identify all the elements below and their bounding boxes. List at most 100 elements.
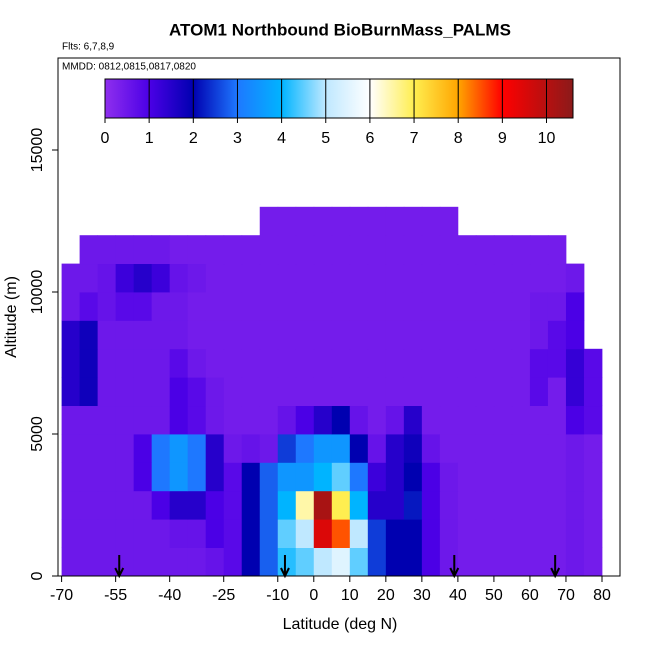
heat-cell [403,434,423,463]
heat-cell [151,519,171,549]
heat-cell [223,405,243,435]
heat-cell [421,434,441,463]
heat-cell [187,547,207,577]
heat-cell [529,462,549,492]
heat-cell [493,519,513,549]
heat-cell [61,320,81,350]
heat-cell [403,547,423,577]
heat-cell [223,377,243,407]
heat-cell [97,405,117,435]
heat-cell [205,490,225,520]
heat-cell [169,405,189,435]
heat-cell [565,320,585,350]
heat-cell [547,348,567,378]
heat-cell [331,292,351,321]
heat-cell [493,377,513,407]
heat-cell [115,462,135,492]
heat-cell [79,292,99,321]
heat-cell [349,263,369,293]
heat-cell [223,490,243,520]
x-tick-label: 20 [377,587,395,604]
heat-cell [493,547,513,577]
heat-cell [79,377,99,407]
heat-cell [277,405,297,435]
heat-cell [187,292,207,321]
colorbar-tick-label: 9 [498,130,507,147]
heat-cell [79,320,99,350]
heat-cell [277,292,297,321]
heat-cell [367,490,387,520]
colorbar-tick-label: 3 [233,130,242,147]
heat-cell [385,434,405,463]
heat-cell [97,292,117,321]
heat-cell [205,348,225,378]
heat-cell [295,519,315,549]
heat-cell [475,235,495,265]
heat-cell [259,405,279,435]
heat-cell [295,405,315,435]
heat-cell [421,263,441,293]
heat-cell [565,377,585,407]
heat-cell [583,490,603,520]
heat-cell [97,320,117,350]
heat-cell [241,405,261,435]
heat-cell [313,405,333,435]
heat-cell [277,490,297,520]
heat-cell [547,292,567,321]
heat-cell [295,348,315,378]
heat-cell [349,462,369,492]
heat-cell [421,405,441,435]
heat-cell [385,547,405,577]
heat-cell [169,519,189,549]
heat-cell [223,547,243,577]
heat-cell [439,519,459,549]
heat-cell [457,462,477,492]
heat-cell [133,320,153,350]
heat-cell [169,292,189,321]
heat-cell [403,263,423,293]
x-tick-label: 10 [341,587,359,604]
heat-cell [385,519,405,549]
heat-cell [295,462,315,492]
heat-cell [223,348,243,378]
heat-cell [97,348,117,378]
heat-cell [277,263,297,293]
heat-cell [205,377,225,407]
heat-cell [259,377,279,407]
heat-cell [187,462,207,492]
heat-cell [277,235,297,265]
heat-cell [565,405,585,435]
heat-cell [151,462,171,492]
heat-cell [61,377,81,407]
colorbar-tick-label: 4 [277,130,286,147]
heat-cell [205,405,225,435]
heat-cell [133,263,153,293]
heat-cell [313,547,333,577]
heat-cell [457,377,477,407]
heat-cell [61,348,81,378]
heat-cell [331,320,351,350]
heat-cell [565,547,585,577]
subtitle: Flts: 6,7,8,9 [62,42,115,53]
heat-cell [241,320,261,350]
heat-cell [205,292,225,321]
heat-cell [115,292,135,321]
heat-cell [511,377,531,407]
heat-cell [367,263,387,293]
colorbar-tick-label: 7 [410,130,419,147]
heat-cell [241,547,261,577]
heat-cell [79,462,99,492]
heat-cell [439,377,459,407]
heat-cell [97,263,117,293]
heat-cell [313,263,333,293]
heat-cell [133,377,153,407]
heat-cell [439,292,459,321]
heat-cell [205,235,225,265]
heat-cell [367,519,387,549]
heat-cell [547,263,567,293]
heat-cell [313,490,333,520]
heat-cell [529,519,549,549]
heat-cell [583,547,603,577]
